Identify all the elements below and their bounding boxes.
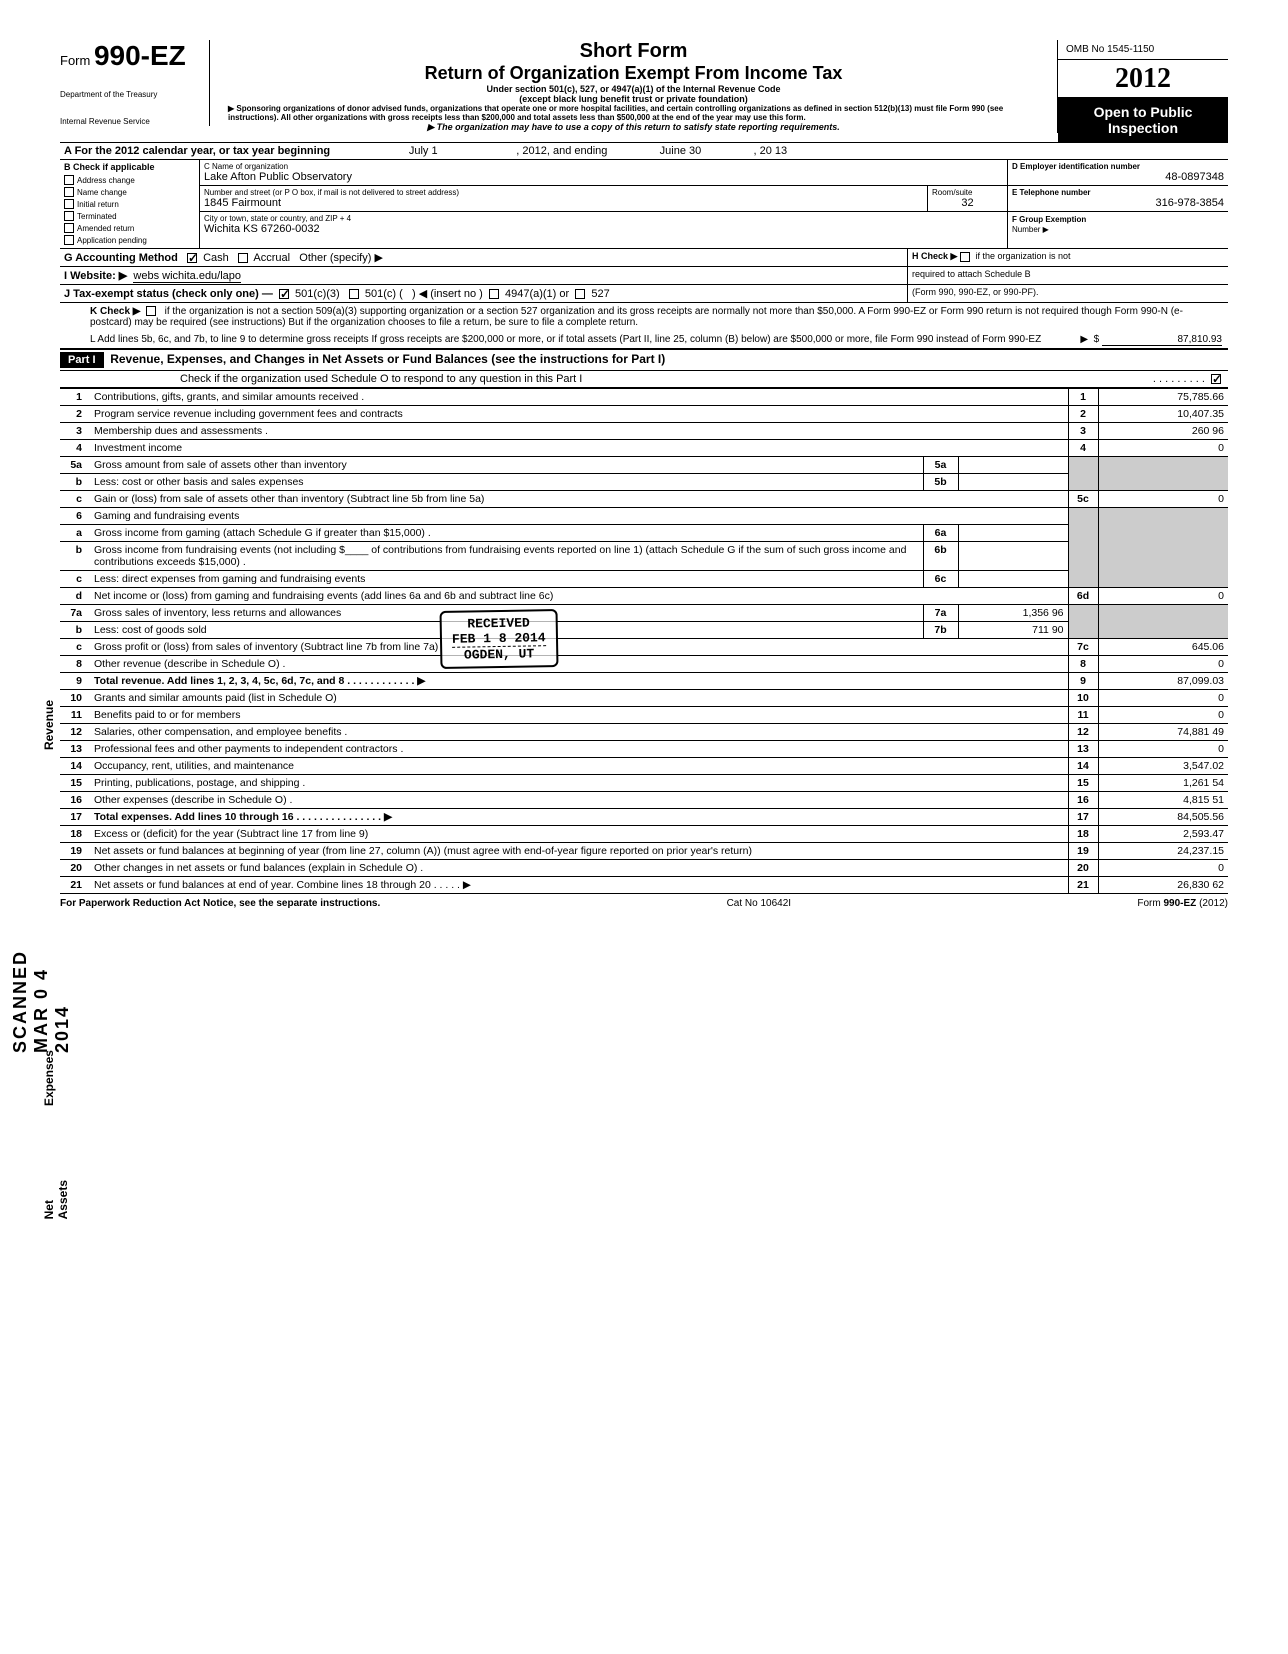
line-17: 17Total expenses. Add lines 10 through 1…	[60, 809, 1228, 826]
chk-amended[interactable]: Amended return	[64, 222, 195, 234]
chk-address-change[interactable]: Address change	[64, 174, 195, 186]
line-4: 4Investment income40	[60, 440, 1228, 457]
chk-k[interactable]	[146, 306, 156, 316]
chk-sched-b[interactable]	[960, 252, 970, 262]
ein: 48-0897348	[1012, 171, 1224, 183]
omb-number: OMB No 1545-1150	[1058, 40, 1228, 60]
org-room: 32	[932, 197, 1003, 209]
line-13: 13Professional fees and other payments t…	[60, 741, 1228, 758]
col-def: D Employer identification number 48-0897…	[1008, 160, 1228, 248]
line-5c: cGain or (loss) from sale of assets othe…	[60, 491, 1228, 508]
line-8: 8Other revenue (describe in Schedule O) …	[60, 656, 1228, 673]
line-11: 11Benefits paid to or for members110	[60, 707, 1228, 724]
line-3: 3Membership dues and assessments .3260 9…	[60, 423, 1228, 440]
line-7c: cGross profit or (loss) from sales of in…	[60, 639, 1228, 656]
line-20: 20Other changes in net assets or fund ba…	[60, 860, 1228, 877]
chk-501c3[interactable]	[279, 289, 289, 299]
line-15: 15Printing, publications, postage, and s…	[60, 775, 1228, 792]
received-stamp: RECEIVED FEB 1 8 2014 OGDEN, UT	[440, 609, 559, 669]
title-copy-note: ▶ The organization may have to use a cop…	[218, 122, 1049, 133]
vert-expenses: Expenses	[42, 1050, 56, 1106]
phone: 316-978-3854	[1012, 197, 1224, 209]
row-l: L Add lines 5b, 6c, and 7b, to line 9 to…	[60, 331, 1228, 349]
org-name: Lake Afton Public Observatory	[204, 171, 1003, 183]
right-box: OMB No 1545-1150 2012 Open to Public Ins…	[1058, 40, 1228, 142]
title-under: Under section 501(c), 527, or 4947(a)(1)…	[218, 84, 1049, 94]
row-i: I Website: ▶ webs wichita.edu/lapo requi…	[60, 266, 1228, 284]
form-number: 990-EZ	[94, 40, 186, 71]
org-info-block: B Check if applicable Address change Nam…	[60, 159, 1228, 248]
title-sponsor: ▶ Sponsoring organizations of donor advi…	[218, 104, 1049, 122]
title-except: (except black lung benefit trust or priv…	[218, 94, 1049, 104]
title-box: Short Form Return of Organization Exempt…	[210, 40, 1058, 133]
org-city: Wichita KS 67260-0032	[204, 223, 1003, 235]
footer-right: Form 990-EZ (2012)	[1137, 898, 1228, 909]
line-19: 19Net assets or fund balances at beginni…	[60, 843, 1228, 860]
line-9: 9Total revenue. Add lines 1, 2, 3, 4, 5c…	[60, 673, 1228, 690]
chk-name-change[interactable]: Name change	[64, 186, 195, 198]
form-label: Form	[60, 53, 90, 68]
footer: For Paperwork Reduction Act Notice, see …	[60, 893, 1228, 909]
chk-initial-return[interactable]: Initial return	[64, 198, 195, 210]
form-number-box: Form 990-EZ Department of the Treasury I…	[60, 40, 210, 126]
title-short-form: Short Form	[218, 40, 1049, 63]
line-16: 16Other expenses (describe in Schedule O…	[60, 792, 1228, 809]
col-b-checkboxes: B Check if applicable Address change Nam…	[60, 160, 200, 248]
chk-terminated[interactable]: Terminated	[64, 210, 195, 222]
vert-revenue: Revenue	[42, 700, 56, 750]
open-to-public: Open to Public Inspection	[1058, 98, 1228, 142]
row-j: J Tax-exempt status (check only one) — 5…	[60, 284, 1228, 303]
part-1-header: Part I Revenue, Expenses, and Changes in…	[60, 349, 1228, 371]
line-14: 14Occupancy, rent, utilities, and mainte…	[60, 758, 1228, 775]
chk-501c[interactable]	[349, 289, 359, 299]
line-12: 12Salaries, other compensation, and empl…	[60, 724, 1228, 741]
gross-receipts: 87,810.93	[1102, 334, 1222, 346]
form-header: Form 990-EZ Department of the Treasury I…	[60, 40, 1228, 142]
line-21: 21Net assets or fund balances at end of …	[60, 877, 1228, 894]
chk-accrual[interactable]	[238, 253, 248, 263]
chk-4947[interactable]	[489, 289, 499, 299]
dept-treasury: Department of the Treasury	[60, 90, 201, 99]
website: webs wichita.edu/lapo	[133, 270, 241, 283]
tax-year: 2012	[1058, 60, 1228, 98]
line-6b: bGross income from fundraising events (n…	[60, 542, 1228, 571]
line-7b: bLess: cost of goods sold7b711 90	[60, 622, 1228, 639]
chk-cash[interactable]	[187, 253, 197, 263]
line-7a: 7aGross sales of inventory, less returns…	[60, 605, 1228, 622]
title-return: Return of Organization Exempt From Incom…	[218, 63, 1049, 84]
line-1: 1Contributions, gifts, grants, and simil…	[60, 389, 1228, 406]
part-1-check: Check if the organization used Schedule …	[60, 371, 1228, 388]
footer-mid: Cat No 10642I	[727, 898, 792, 909]
line-10: 10Grants and similar amounts paid (list …	[60, 690, 1228, 707]
line-6d: dNet income or (loss) from gaming and fu…	[60, 588, 1228, 605]
footer-left: For Paperwork Reduction Act Notice, see …	[60, 898, 380, 909]
lines-table: 1Contributions, gifts, grants, and simil…	[60, 388, 1228, 893]
chk-527[interactable]	[575, 289, 585, 299]
dept-irs: Internal Revenue Service	[60, 117, 201, 126]
org-street: 1845 Fairmount	[204, 197, 923, 209]
chk-app-pending[interactable]: Application pending	[64, 234, 195, 246]
line-2: 2Program service revenue including gover…	[60, 406, 1228, 423]
row-g-h: G Accounting Method Cash Accrual Other (…	[60, 248, 1228, 266]
line-5b: bLess: cost or other basis and sales exp…	[60, 474, 1228, 491]
row-k: K Check ▶ if the organization is not a s…	[60, 303, 1228, 331]
chk-sched-o[interactable]	[1211, 374, 1221, 384]
line-5a: 5aGross amount from sale of assets other…	[60, 457, 1228, 474]
line-6a: aGross income from gaming (attach Schedu…	[60, 525, 1228, 542]
scanned-stamp: SCANNED MAR 0 4 2014	[10, 950, 73, 1053]
vert-net-assets: Net Assets	[42, 1180, 70, 1219]
row-a-tax-year: A For the 2012 calendar year, or tax yea…	[60, 142, 1228, 159]
line-6c: cLess: direct expenses from gaming and f…	[60, 571, 1228, 588]
line-6: 6Gaming and fundraising events	[60, 508, 1228, 525]
col-c-org: C Name of organization Lake Afton Public…	[200, 160, 1008, 248]
line-18: 18Excess or (deficit) for the year (Subt…	[60, 826, 1228, 843]
